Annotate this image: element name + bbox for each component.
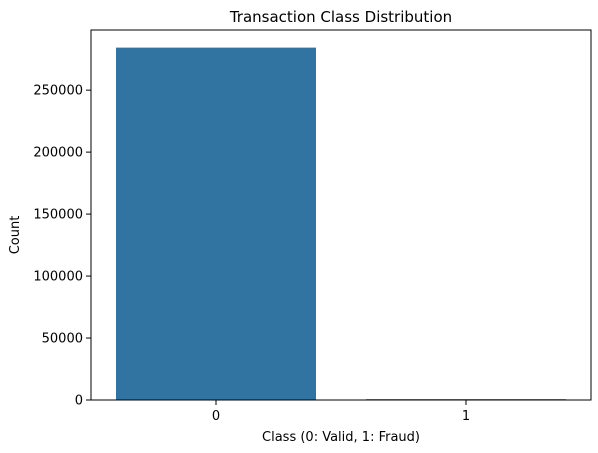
y-tick-label: 250000 <box>33 84 83 99</box>
plot-frame <box>90 29 592 401</box>
plot-area: 0 50000 100000 150000 200000 250000 0 1 <box>33 29 592 424</box>
x-axis-label: Class (0: Valid, 1: Fraud) <box>262 430 420 445</box>
y-tick-label: 150000 <box>33 208 83 223</box>
y-tick-label: 200000 <box>33 146 83 161</box>
chart-title: Transaction Class Distribution <box>229 8 452 26</box>
x-tick-label-0: 0 <box>212 409 220 424</box>
y-tick-label: 100000 <box>33 270 83 285</box>
y-tick-label: 50000 <box>42 332 83 347</box>
y-axis-label: Count <box>8 216 23 255</box>
bar-class-0 <box>116 47 316 400</box>
x-tick-label-1: 1 <box>462 409 470 424</box>
y-tick-label: 0 <box>75 394 83 409</box>
